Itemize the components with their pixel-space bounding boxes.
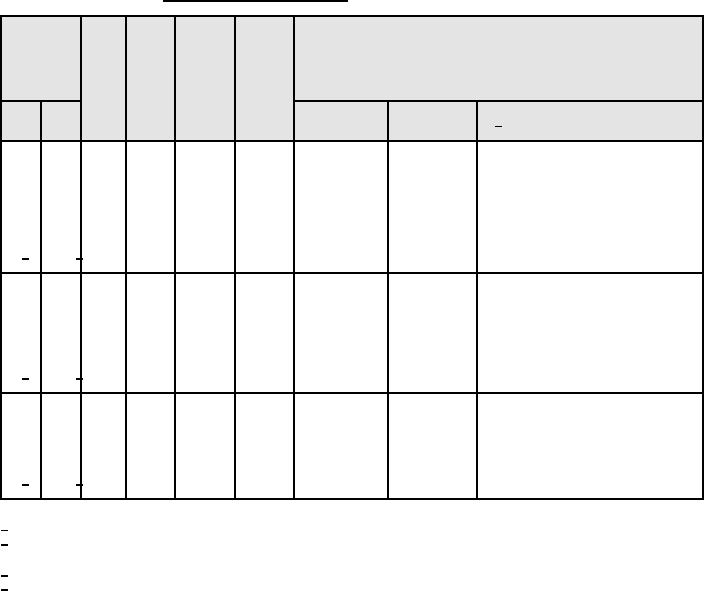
column-divider [293,15,295,500]
cell-dash-mark [22,378,29,380]
header-bottom [0,140,704,142]
footnote-mark [1,530,8,531]
cell-dash-mark [22,258,29,260]
header-dash-mark [495,126,502,127]
cell-dash-mark [76,258,83,260]
column-divider [174,15,176,500]
row-divider [0,272,704,274]
table-header [1,16,703,141]
column-divider [387,100,389,500]
footnote-mark [1,544,8,546]
footnote-mark [1,589,8,591]
table-border-top [0,15,704,17]
table-border-left [0,15,2,500]
header-divider-right [294,100,704,102]
column-divider [234,15,236,500]
table-border-bottom [0,498,704,500]
cell-dash-mark [76,484,83,486]
column-divider [40,100,42,500]
cell-dash-mark [22,484,29,486]
footnote-mark [1,575,8,577]
column-divider [476,100,478,500]
column-divider [80,15,82,500]
row-divider [0,392,704,394]
table-border-right [702,15,704,500]
title-underline [163,0,348,2]
cell-dash-mark [76,378,83,380]
column-divider [125,15,127,500]
